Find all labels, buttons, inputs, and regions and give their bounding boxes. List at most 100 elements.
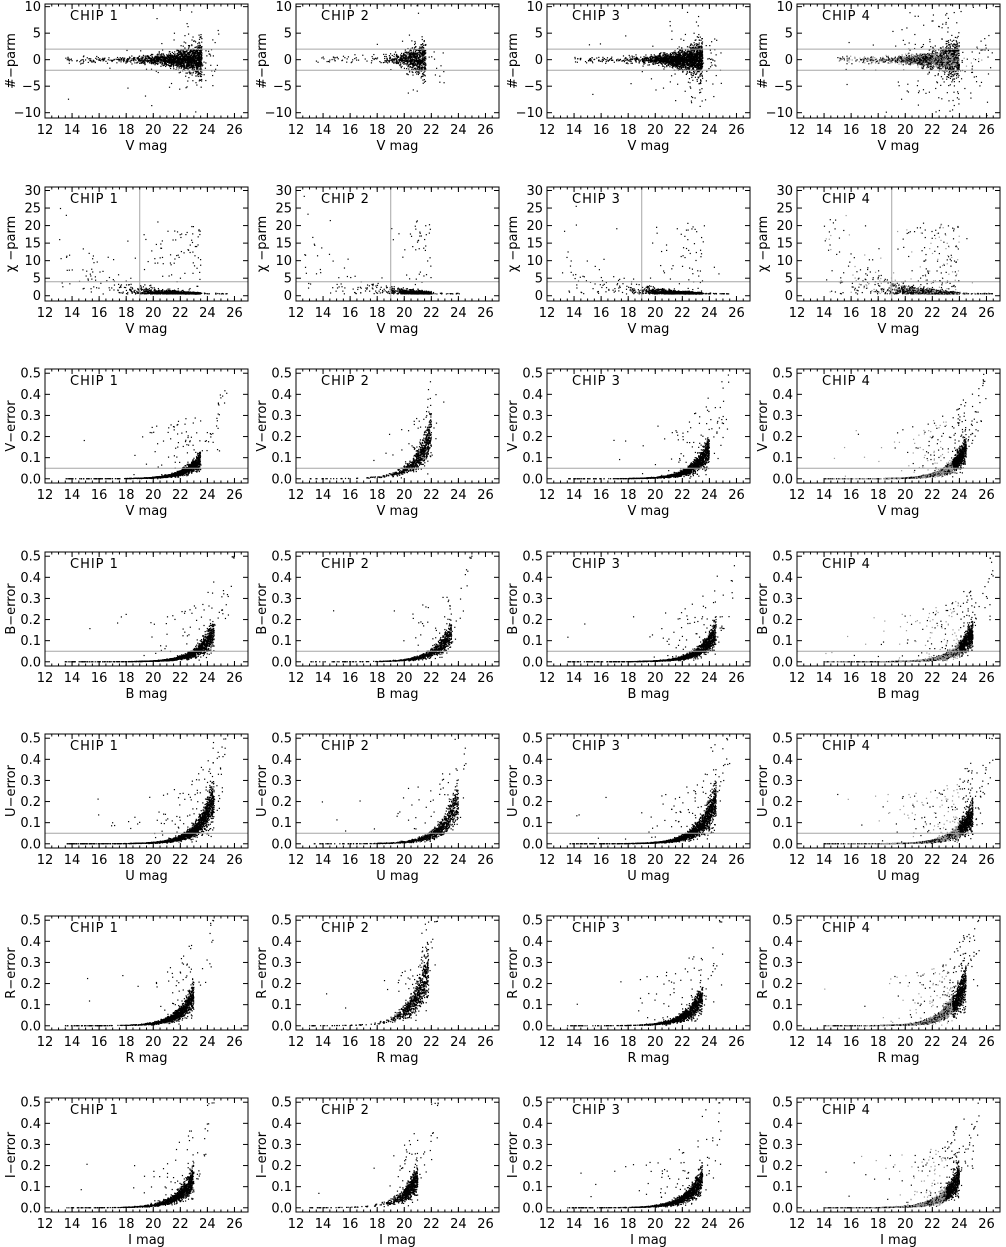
x-tick-label: 22 xyxy=(674,853,691,868)
x-tick-label: 22 xyxy=(172,1217,189,1232)
data-points xyxy=(65,390,228,480)
x-tick-label: 18 xyxy=(118,671,135,686)
x-axis-label: V mag xyxy=(126,504,168,519)
x-tick-label: 14 xyxy=(816,671,833,686)
y-tick-label: 15 xyxy=(24,237,41,252)
chip-label: CHIP 4 xyxy=(822,1103,871,1118)
y-tick-label: 5 xyxy=(284,272,292,287)
y-tick-label: 0.2 xyxy=(522,795,543,810)
y-tick-label: 25 xyxy=(526,202,543,217)
x-tick-label: 20 xyxy=(145,123,162,138)
scatter-panel-r6-c3: 12 14 16 18 20 22 24 26 0.0 0.1 0.2 0.3 0.4 0.5 I mag I… xyxy=(756,1096,1001,1247)
x-tick-label: 26 xyxy=(226,671,243,686)
x-tick-label: 12 xyxy=(288,853,305,868)
y-tick-label: 0.5 xyxy=(522,1096,543,1111)
x-tick-label: 18 xyxy=(870,306,887,321)
y-tick-label: 0.0 xyxy=(772,1019,793,1034)
x-tick-label: 16 xyxy=(593,853,610,868)
y-axis-label: I−error xyxy=(255,1131,270,1178)
x-tick-label: 18 xyxy=(369,671,386,686)
y-tick-label: 0.5 xyxy=(772,732,793,747)
x-tick-label: 24 xyxy=(701,1035,718,1050)
x-axis-label: V mag xyxy=(126,322,168,337)
x-tick-label: 16 xyxy=(593,123,610,138)
x-tick-label: 18 xyxy=(118,1217,135,1232)
x-tick-label: 14 xyxy=(566,306,583,321)
y-tick-label: 0.2 xyxy=(20,613,41,628)
y-axis-label: R−error xyxy=(506,947,521,999)
x-tick-label: 16 xyxy=(843,1217,860,1232)
x-tick-label: 26 xyxy=(978,488,995,503)
y-tick-label: 0.2 xyxy=(271,977,292,992)
x-tick-label: 20 xyxy=(396,488,413,503)
x-tick-label: 20 xyxy=(897,1217,914,1232)
x-tick-label: 16 xyxy=(843,306,860,321)
x-tick-label: 12 xyxy=(37,671,54,686)
x-tick-label: 16 xyxy=(91,1217,108,1232)
chip-label: CHIP 3 xyxy=(572,192,621,207)
x-tick-label: 20 xyxy=(897,1035,914,1050)
data-points xyxy=(309,381,445,480)
y-axis-label: V−error xyxy=(4,400,19,452)
y-tick-label: −10 xyxy=(14,106,41,121)
scatter-panel-r1-c1: 12 14 16 18 20 22 24 26 0 5 10 15 20 25 30 V mag χ −parm… xyxy=(255,184,500,337)
x-tick-label: 26 xyxy=(477,306,494,321)
y-tick-label: 0.1 xyxy=(20,1180,41,1195)
y-tick-label: −5 xyxy=(22,80,41,95)
y-tick-label: 25 xyxy=(275,202,292,217)
chip-label: CHIP 1 xyxy=(70,557,119,572)
x-tick-label: 16 xyxy=(91,853,108,868)
x-tick-label: 26 xyxy=(477,1035,494,1050)
y-axis-label: #−parm xyxy=(756,33,771,89)
y-tick-label: 0.3 xyxy=(20,1138,41,1153)
x-tick-label: 18 xyxy=(620,123,637,138)
x-tick-label: 26 xyxy=(728,1217,745,1232)
y-tick-label: 0.1 xyxy=(772,1180,793,1195)
y-tick-label: −5 xyxy=(774,80,793,95)
x-axis-label: V mag xyxy=(628,139,670,154)
x-tick-label: 26 xyxy=(978,1035,995,1050)
x-tick-label: 24 xyxy=(701,1217,718,1232)
x-axis-label: B mag xyxy=(628,687,670,702)
x-tick-label: 26 xyxy=(226,853,243,868)
x-axis-label: U mag xyxy=(877,869,920,884)
x-tick-label: 18 xyxy=(369,1035,386,1050)
chip-label: CHIP 4 xyxy=(822,921,871,936)
chip-label: CHIP 2 xyxy=(321,374,370,389)
y-axis-label: B−error xyxy=(255,583,270,635)
y-axis-label: χ −parm xyxy=(506,216,521,273)
y-tick-label: 0.5 xyxy=(522,732,543,747)
y-axis-label: #−parm xyxy=(255,33,270,89)
y-tick-label: 10 xyxy=(526,0,543,15)
scatter-panel-r3-c0: 12 14 16 18 20 22 24 26 0.0 0.1 0.2 0.3 0.4 0.5 B mag B… xyxy=(4,550,249,702)
data-points xyxy=(310,555,473,663)
y-tick-label: 0.3 xyxy=(772,956,793,971)
x-tick-label: 12 xyxy=(37,123,54,138)
chip-label: CHIP 4 xyxy=(822,739,871,754)
data-points xyxy=(824,737,994,845)
x-tick-label: 18 xyxy=(118,1035,135,1050)
y-tick-label: 0.1 xyxy=(772,451,793,466)
x-axis-label: B mag xyxy=(377,687,419,702)
y-tick-label: −5 xyxy=(524,80,543,95)
x-tick-label: 20 xyxy=(647,488,664,503)
x-tick-label: 16 xyxy=(342,671,359,686)
y-tick-label: −5 xyxy=(273,80,292,95)
y-tick-label: 0.1 xyxy=(271,451,292,466)
x-tick-label: 26 xyxy=(477,1217,494,1232)
y-tick-label: 0.4 xyxy=(772,571,793,586)
x-tick-label: 22 xyxy=(172,306,189,321)
y-tick-label: 0.1 xyxy=(20,816,41,831)
y-axis-label: R−error xyxy=(756,947,771,999)
x-tick-label: 16 xyxy=(91,671,108,686)
chip-label: CHIP 2 xyxy=(321,1103,370,1118)
x-tick-label: 22 xyxy=(924,1035,941,1050)
y-tick-label: 0.5 xyxy=(20,550,41,565)
y-tick-label: 0.1 xyxy=(522,634,543,649)
y-tick-label: 0.1 xyxy=(271,816,292,831)
y-axis-label: #−parm xyxy=(506,33,521,89)
y-tick-label: 15 xyxy=(275,237,292,252)
y-tick-label: 30 xyxy=(275,184,292,199)
y-tick-label: 0.2 xyxy=(522,430,543,445)
x-tick-label: 14 xyxy=(64,1035,81,1050)
